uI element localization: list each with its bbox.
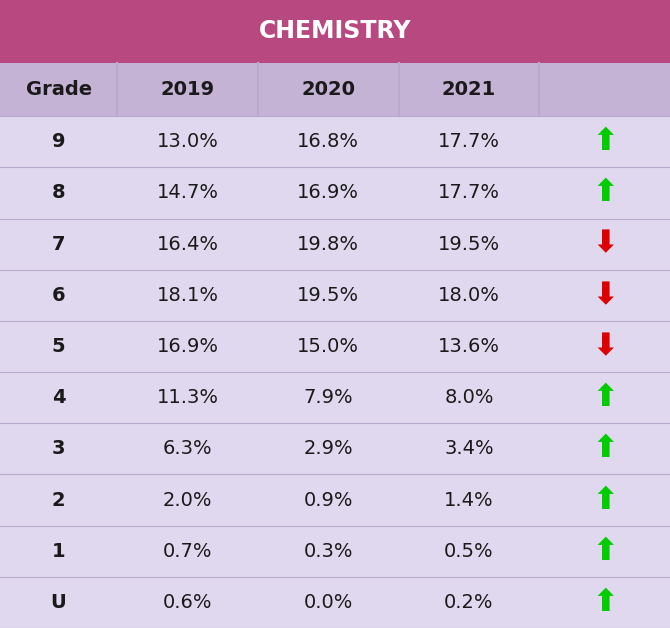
Bar	[0, 219, 670, 270]
Text: 2020: 2020	[302, 80, 355, 99]
Text: 0.5%: 0.5%	[444, 542, 494, 561]
Text: 17.7%: 17.7%	[438, 133, 500, 151]
Text: ⬆: ⬆	[592, 127, 618, 156]
Text: 19.5%: 19.5%	[297, 286, 359, 305]
Text: 0.0%: 0.0%	[304, 593, 353, 612]
Bar	[0, 321, 670, 372]
Text: 18.1%: 18.1%	[157, 286, 218, 305]
Text: 6.3%: 6.3%	[163, 440, 212, 458]
Text: 2: 2	[52, 490, 66, 509]
Text: 19.8%: 19.8%	[297, 235, 359, 254]
Text: 17.7%: 17.7%	[438, 183, 500, 202]
Bar	[0, 526, 670, 577]
Text: ⬇: ⬇	[592, 230, 618, 259]
Text: 15.0%: 15.0%	[297, 337, 359, 356]
Bar	[0, 423, 670, 475]
Text: 16.9%: 16.9%	[297, 183, 359, 202]
Text: 0.9%: 0.9%	[304, 490, 353, 509]
Text: ⬆: ⬆	[592, 178, 618, 207]
Bar	[0, 0, 670, 63]
Text: 16.9%: 16.9%	[157, 337, 218, 356]
Text: 7.9%: 7.9%	[304, 388, 353, 407]
Text: 0.2%: 0.2%	[444, 593, 494, 612]
Bar	[0, 475, 670, 526]
Text: Grade: Grade	[25, 80, 92, 99]
Text: 4: 4	[52, 388, 66, 407]
Text: CHEMISTRY: CHEMISTRY	[259, 19, 411, 43]
Text: 3.4%: 3.4%	[444, 440, 494, 458]
Text: ⬇: ⬇	[592, 281, 618, 310]
Text: 19.5%: 19.5%	[438, 235, 500, 254]
Text: 13.0%: 13.0%	[157, 133, 218, 151]
Text: 18.0%: 18.0%	[438, 286, 500, 305]
Text: 0.6%: 0.6%	[163, 593, 212, 612]
Text: ⬇: ⬇	[592, 332, 618, 361]
Text: 11.3%: 11.3%	[157, 388, 218, 407]
Text: 2021: 2021	[442, 80, 496, 99]
Text: 1.4%: 1.4%	[444, 490, 494, 509]
Text: ⬆: ⬆	[592, 435, 618, 463]
Text: 8: 8	[52, 183, 66, 202]
Text: 7: 7	[52, 235, 66, 254]
Text: 0.3%: 0.3%	[304, 542, 353, 561]
Text: 1: 1	[52, 542, 66, 561]
Text: ⬆: ⬆	[592, 383, 618, 412]
Text: 2019: 2019	[161, 80, 214, 99]
Text: 16.4%: 16.4%	[157, 235, 218, 254]
Bar	[0, 116, 670, 167]
Bar	[0, 270, 670, 321]
Bar	[0, 167, 670, 219]
Text: 6: 6	[52, 286, 66, 305]
Text: 2.9%: 2.9%	[304, 440, 353, 458]
Text: ⬆: ⬆	[592, 537, 618, 566]
Text: 2.0%: 2.0%	[163, 490, 212, 509]
Text: 8.0%: 8.0%	[444, 388, 494, 407]
Text: 9: 9	[52, 133, 66, 151]
Bar	[0, 63, 670, 116]
Text: 0.7%: 0.7%	[163, 542, 212, 561]
Bar	[0, 577, 670, 628]
Text: ⬆: ⬆	[592, 588, 618, 617]
Text: U: U	[51, 593, 66, 612]
Text: 5: 5	[52, 337, 66, 356]
Bar	[0, 372, 670, 423]
Text: 3: 3	[52, 440, 66, 458]
Text: 14.7%: 14.7%	[157, 183, 218, 202]
Text: 16.8%: 16.8%	[297, 133, 359, 151]
Text: ⬆: ⬆	[592, 485, 618, 514]
Text: 13.6%: 13.6%	[438, 337, 500, 356]
